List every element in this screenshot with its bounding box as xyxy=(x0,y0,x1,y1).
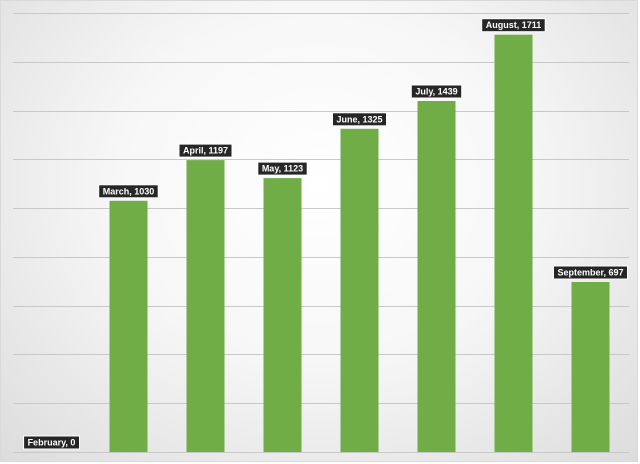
data-label-may: May, 1123 xyxy=(257,161,308,176)
data-label-text: March, 1030 xyxy=(103,186,155,196)
data-label-text: May, 1123 xyxy=(262,164,303,174)
data-label-august: August, 1711 xyxy=(481,18,546,33)
data-label-june: June, 1325 xyxy=(332,112,387,127)
data-label-text: September, 697 xyxy=(557,268,623,278)
bar-june xyxy=(340,128,379,453)
data-label-text: June, 1325 xyxy=(336,114,382,124)
data-labels: February, 0 March, 1030 April, 1197 May, 11… xyxy=(23,18,628,450)
data-label-september: September, 697 xyxy=(553,265,628,280)
data-label-box xyxy=(332,112,387,127)
data-label-text: July, 1439 xyxy=(415,87,457,97)
data-label-april: April, 1197 xyxy=(178,143,233,158)
data-label-box xyxy=(553,265,628,280)
bar-september xyxy=(571,282,610,452)
gridlines xyxy=(13,13,629,453)
bar-march xyxy=(109,200,148,452)
data-label-box xyxy=(257,161,308,176)
bar-may xyxy=(263,178,302,452)
bar-august xyxy=(494,34,533,452)
data-label-box xyxy=(98,184,159,199)
bars xyxy=(109,34,610,453)
data-label-february: February, 0 xyxy=(23,435,81,450)
bar-april xyxy=(186,160,225,452)
data-label-text: April, 1197 xyxy=(183,146,228,156)
data-label-text: February, 0 xyxy=(28,438,76,448)
data-label-box xyxy=(410,84,463,99)
data-label-july: July, 1439 xyxy=(410,84,463,99)
bar-july xyxy=(417,101,456,452)
data-label-box xyxy=(23,435,81,450)
data-label-box xyxy=(481,18,546,33)
data-label-march: March, 1030 xyxy=(98,184,159,199)
data-label-box xyxy=(178,143,233,158)
data-label-text: August, 1711 xyxy=(486,20,542,30)
